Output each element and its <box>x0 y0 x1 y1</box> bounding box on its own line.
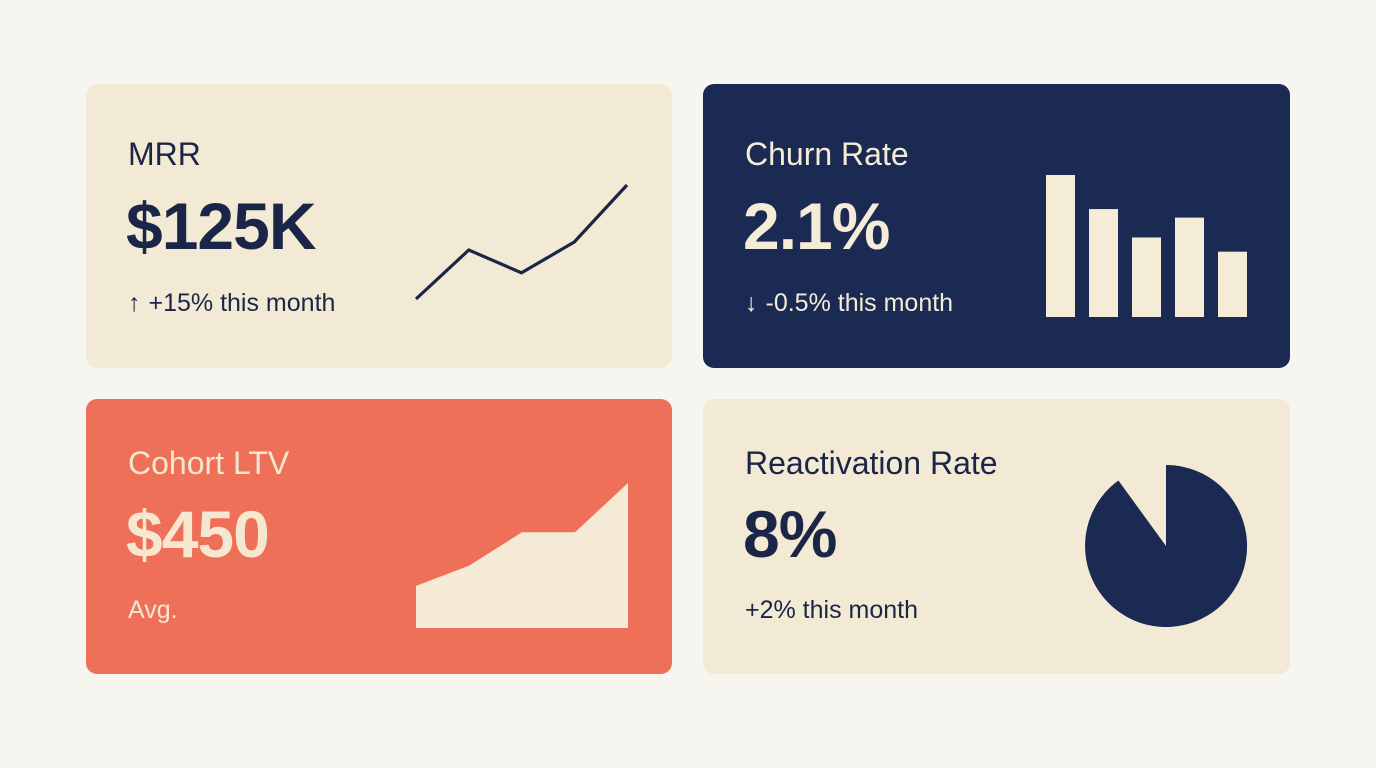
churn-trend: ↓ -0.5% this month <box>745 289 953 318</box>
reactivation-value: 8% <box>743 497 837 571</box>
mrr-trend-text: +15% this month <box>148 289 336 317</box>
churn-bar <box>1175 217 1204 317</box>
churn-trend-text: -0.5% this month <box>765 289 954 317</box>
reactivation-rate-card[interactable]: Reactivation Rate 8% +2% this month <box>703 399 1290 674</box>
churn-bar <box>1089 209 1118 317</box>
churn-rate-card[interactable]: Churn Rate 2.1% ↓ -0.5% this month <box>703 84 1290 368</box>
churn-label: Churn Rate <box>745 136 909 172</box>
churn-bar <box>1046 175 1075 317</box>
churn-value: 2.1% <box>743 189 890 263</box>
mrr-label: MRR <box>128 136 201 172</box>
arrow-down-icon: ↓ <box>745 289 758 317</box>
churn-bar <box>1132 237 1161 317</box>
mrr-trend: ↑ +15% this month <box>128 289 335 318</box>
reactivation-trend: +2% this month <box>745 596 919 624</box>
reactivation-pie <box>1085 464 1248 627</box>
churn-bars <box>1046 175 1247 317</box>
mrr-card[interactable]: MRR $125K ↑ +15% this month <box>86 84 672 368</box>
cohort-ltv-card[interactable]: Cohort LTV $450 Avg. <box>86 399 672 674</box>
ltv-value: $450 <box>126 497 270 571</box>
ltv-note: Avg. <box>128 596 178 624</box>
reactivation-label: Reactivation Rate <box>745 445 998 481</box>
mrr-value: $125K <box>126 189 316 263</box>
mrr-sparkline <box>414 183 629 301</box>
churn-bar <box>1218 251 1247 317</box>
ltv-label: Cohort LTV <box>128 445 290 481</box>
ltv-area <box>416 483 628 628</box>
arrow-up-icon: ↑ <box>128 289 141 317</box>
